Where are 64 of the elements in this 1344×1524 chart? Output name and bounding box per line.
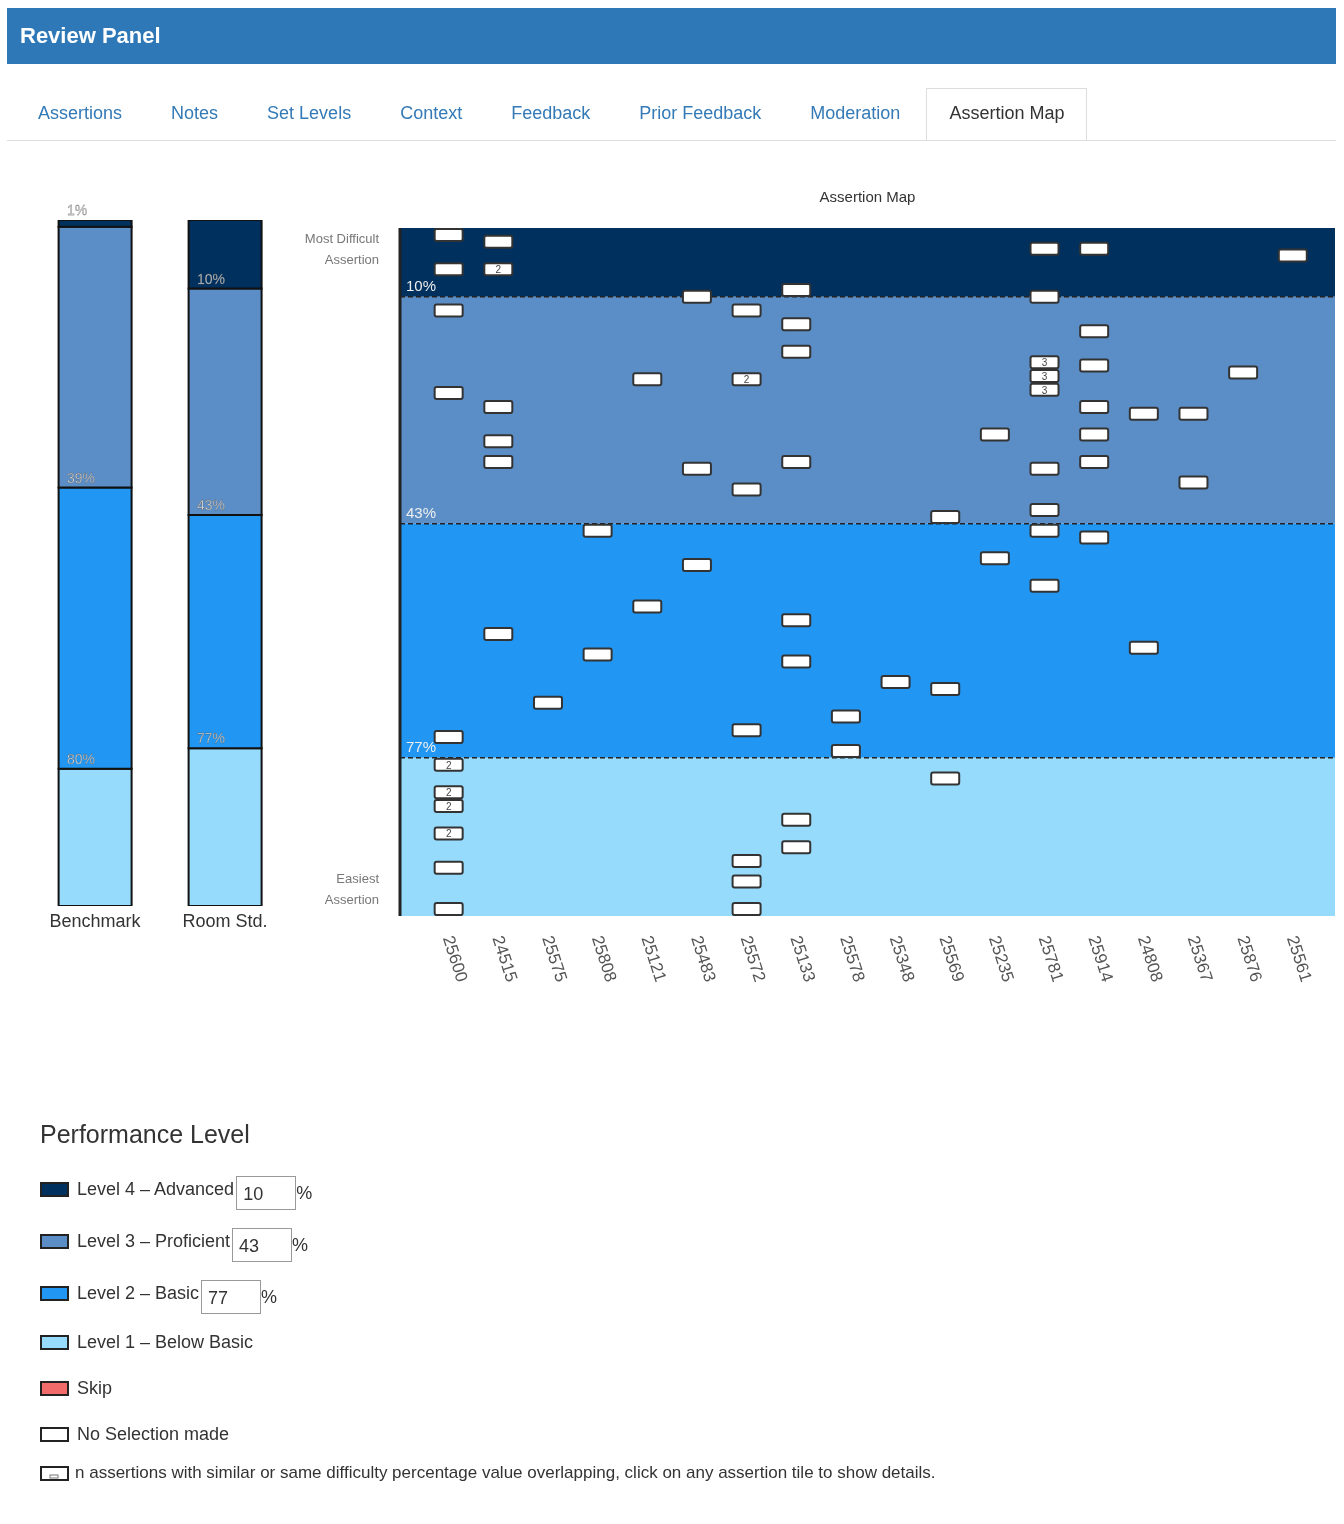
annotation: 2 bbox=[445, 759, 452, 771]
text: Feedback bbox=[488, 88, 614, 140]
annotation: 80% bbox=[67, 750, 96, 767]
legend-label: No Selection made bbox=[77, 1423, 230, 1445]
x-tick-label: 24515 bbox=[488, 933, 522, 985]
annotation: 43% bbox=[197, 496, 226, 513]
ref-line-label: 43% bbox=[406, 503, 437, 521]
x-tick-label: 25367 bbox=[1183, 933, 1217, 985]
text: 10 bbox=[236, 1176, 297, 1210]
x-tick-label: 25235 bbox=[985, 933, 1018, 985]
chart-title: Assertion Map bbox=[818, 188, 917, 205]
text: Set Levels bbox=[244, 88, 375, 140]
text: Most Difficult Assertion bbox=[303, 230, 379, 269]
annotation: 3 bbox=[1041, 384, 1048, 396]
annotation: 39% bbox=[67, 469, 96, 486]
x-tick-label: 25600 bbox=[438, 933, 472, 985]
annotation: 1% bbox=[67, 202, 88, 218]
ref-line-label: 77% bbox=[406, 737, 437, 755]
x-tick-label: Benchmark bbox=[49, 910, 142, 931]
legend-label: Level 2 – Basic bbox=[77, 1282, 200, 1304]
x-tick-label: 25575 bbox=[538, 933, 571, 985]
x-tick-label: 25578 bbox=[836, 933, 869, 985]
x-tick-label: 25483 bbox=[687, 933, 720, 985]
x-tick-label: 25914 bbox=[1084, 933, 1118, 985]
annotation: 2 bbox=[445, 828, 452, 840]
text: Notes bbox=[148, 88, 242, 140]
text: Context bbox=[377, 88, 486, 140]
legend-title: Performance Level bbox=[40, 1120, 251, 1149]
x-tick-label: Room Std. bbox=[182, 910, 268, 931]
annotation: 2 bbox=[743, 374, 750, 386]
legend-label: Level 1 – Below Basic bbox=[77, 1331, 254, 1353]
text: 77 bbox=[201, 1280, 262, 1314]
annotation: 3 bbox=[1041, 357, 1048, 369]
x-tick-label: 25569 bbox=[935, 933, 969, 985]
text: Prior Feedback bbox=[616, 88, 785, 140]
text: Review Panel bbox=[7, 8, 1336, 64]
x-tick-label: 25781 bbox=[1034, 933, 1068, 985]
legend-label: Level 3 – Proficient bbox=[77, 1230, 231, 1252]
annotation: 2 bbox=[495, 264, 502, 276]
text: Assertions bbox=[15, 88, 146, 140]
text: % bbox=[296, 1182, 313, 1204]
text: Moderation bbox=[787, 88, 924, 140]
annotation: 10% bbox=[197, 270, 226, 287]
annotation: 3 bbox=[1041, 370, 1048, 382]
text: % bbox=[292, 1234, 309, 1256]
x-tick-label: 25808 bbox=[587, 933, 621, 985]
annotation: 77% bbox=[197, 730, 226, 747]
x-tick-label: 25121 bbox=[637, 933, 671, 985]
text: Assertion Map bbox=[926, 88, 1088, 140]
text: 43 bbox=[232, 1228, 293, 1262]
x-tick-label: 25348 bbox=[885, 933, 919, 985]
legend-label: Level 4 – Advanced bbox=[77, 1178, 235, 1200]
x-tick-label: 25876 bbox=[1233, 933, 1267, 985]
text: Easiest Assertion bbox=[323, 870, 379, 909]
x-tick-label: 25133 bbox=[786, 933, 820, 985]
x-tick-label: 24808 bbox=[1134, 933, 1167, 985]
annotation: 2 bbox=[445, 787, 452, 799]
text: % bbox=[261, 1286, 278, 1308]
legend-label: Skip bbox=[77, 1377, 113, 1399]
text: n assertions with similar or same difficulty percentage value overlapping, click on any assertion tile to show details. bbox=[75, 1463, 936, 1483]
ref-line-label: 10% bbox=[406, 276, 437, 294]
annotation: 2 bbox=[445, 800, 452, 812]
x-tick-label: 25561 bbox=[1282, 933, 1316, 985]
x-tick-label: 25572 bbox=[736, 933, 770, 985]
